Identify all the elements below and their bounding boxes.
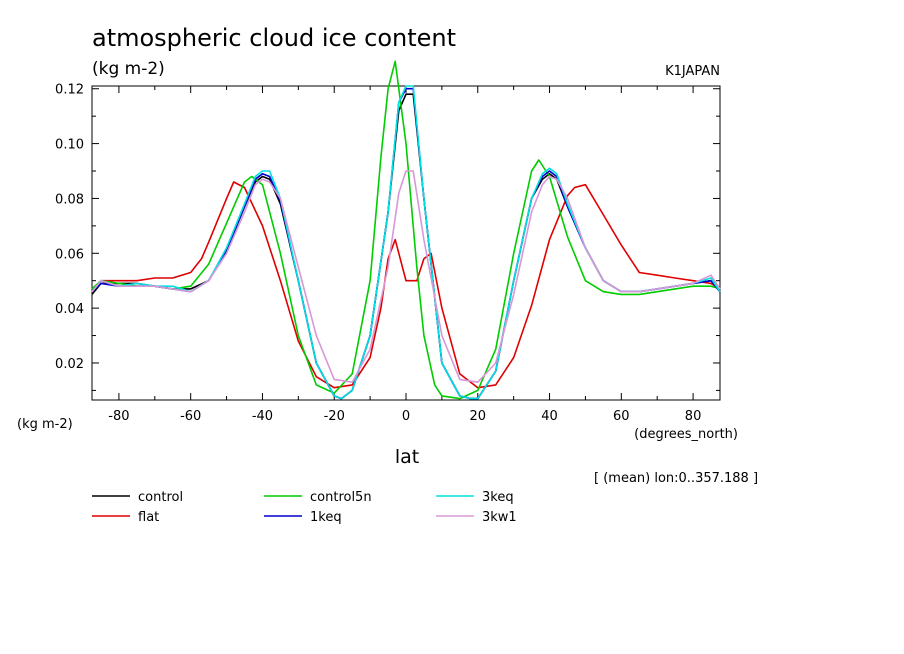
legend: control flat control5n 1keq 3keq 3kw1 [92,490,517,525]
series-line-3keq [91,85,721,400]
y-tick-label: 0.02 [55,357,84,372]
plot-area: -80 -60 -40 -20 0 20 40 60 80 0.02 0.04 0.06 0.08 0.1… [55,60,721,424]
x-tick-label: 60 [613,409,630,424]
mean-note: [ (mean) lon:0..357.188 ] [594,471,758,486]
legend-item-flat: flat [92,510,159,525]
series-lines [91,60,721,400]
legend-label: 3keq [482,490,514,505]
x-tick-label: -80 [108,409,129,424]
x-tick-label: 0 [402,409,410,424]
x-tick-label: 20 [469,409,486,424]
y-axis-units: (kg m-2) [17,417,73,432]
legend-label: flat [138,510,159,525]
y-tick-label: 0.06 [55,247,84,262]
axis-ticks: -80 -60 -40 -20 0 20 40 60 80 0.02 0.04 0.06 0.08 0.1… [55,83,720,424]
x-tick-label: -40 [252,409,273,424]
chart-title: atmospheric cloud ice content [92,24,456,52]
y-tick-label: 0.08 [55,192,84,207]
y-tick-label: 0.12 [55,83,84,98]
legend-item-1keq: 1keq [264,510,342,525]
x-tick-label: -20 [324,409,345,424]
x-axis-units: (degrees_north) [634,427,738,442]
x-tick-label: -60 [180,409,201,424]
x-tick-label: 40 [541,409,558,424]
legend-item-3keq: 3keq [436,490,514,505]
series-line-flat [91,181,721,389]
series-line-control5n [91,60,721,400]
source-label: K1JAPAN [665,64,720,79]
legend-item-3kw1: 3kw1 [436,510,517,525]
legend-label: control5n [310,490,372,505]
legend-label: control [138,490,183,505]
x-tick-label: 80 [685,409,702,424]
series-line-1keq [91,87,721,400]
plot-frame [91,85,721,401]
y-tick-label: 0.04 [55,302,84,317]
legend-label: 3kw1 [482,510,517,525]
chart-subtitle-units: (kg m-2) [92,59,165,79]
legend-item-control5n: control5n [264,490,372,505]
legend-label: 1keq [310,510,342,525]
x-axis-label: lat [395,446,419,468]
series-line-3kw1 [91,170,721,384]
y-tick-label: 0.10 [55,138,84,153]
legend-item-control: control [92,490,183,505]
